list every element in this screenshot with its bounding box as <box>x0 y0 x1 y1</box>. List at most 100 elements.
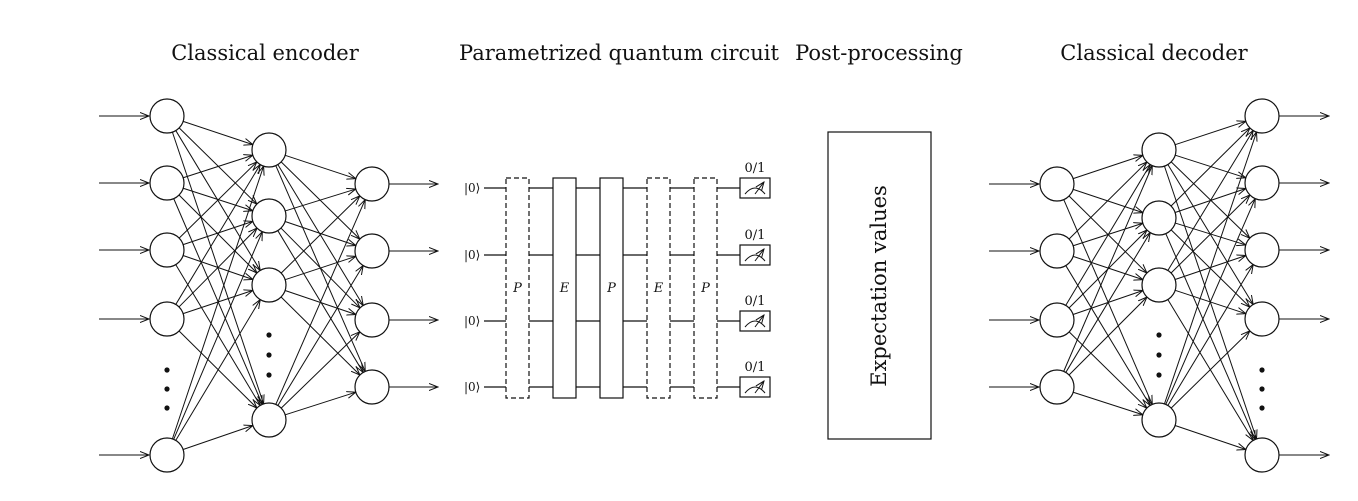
encoder-neuron <box>251 198 287 234</box>
decoder-ellipsis <box>1156 352 1162 358</box>
measurement-outcome-label: 0/1 <box>745 228 766 243</box>
encoder-edge <box>173 232 263 440</box>
decoder-edge <box>1174 121 1246 146</box>
encoder-neuron <box>354 233 390 269</box>
encoder-edge <box>284 154 356 178</box>
decoder-edge <box>1170 128 1250 207</box>
decoder-ellipsis <box>1259 367 1265 373</box>
gate-label: P <box>606 281 616 296</box>
decoder-neuron <box>1141 267 1177 303</box>
circuit-title: Parametrized quantum circuit <box>459 41 779 65</box>
decoder-edge <box>1068 162 1147 240</box>
decoder-edge <box>1065 233 1150 373</box>
decoder-edge <box>1163 132 1256 405</box>
measurement-outcome-label: 0/1 <box>745 161 766 176</box>
meter-icon <box>744 386 766 394</box>
encoder-edge <box>182 221 253 246</box>
decoder-neuron <box>1141 402 1177 438</box>
encoder-edge <box>284 256 356 281</box>
encoder-edge <box>178 228 257 308</box>
encoder-ellipsis <box>164 386 170 392</box>
decoder-ellipsis <box>1156 372 1162 378</box>
encoder-edge <box>182 120 253 144</box>
encoder-neuron <box>354 369 390 405</box>
decoder-neuron <box>1039 302 1075 338</box>
encoder-ellipsis <box>266 332 272 338</box>
gate-e-2 <box>552 177 577 399</box>
encoder-edge <box>175 165 260 305</box>
post-processing-title: Post-processing <box>795 41 963 65</box>
encoder-neuron <box>354 302 390 338</box>
gate-label: P <box>512 281 522 296</box>
decoder-title: Classical decoder <box>1060 41 1248 65</box>
decoder-edge <box>1068 331 1147 408</box>
meter-icon <box>744 320 766 328</box>
decoder-edge <box>1165 233 1255 440</box>
encoder-ellipsis <box>164 405 170 411</box>
encoder-neuron <box>149 301 185 337</box>
encoder-neuron <box>251 132 287 168</box>
decoder-edge <box>1065 165 1151 306</box>
decoder-edge <box>1167 265 1253 406</box>
decoder-neuron <box>1039 369 1075 405</box>
encoder-ellipsis <box>266 352 272 358</box>
gate-label: P <box>700 281 710 296</box>
decoder-neuron <box>1244 232 1280 268</box>
meter-needle-icon <box>754 182 764 195</box>
gate-p-3 <box>599 177 624 399</box>
gate-label: E <box>653 281 664 296</box>
measurement-outcome-label: 0/1 <box>745 294 766 309</box>
decoder-edge <box>1165 199 1255 405</box>
decoder-edge <box>1170 195 1250 274</box>
decoder-neuron <box>1039 233 1075 269</box>
encoder-edge <box>277 266 363 406</box>
measurement-outcome-label: 0/1 <box>745 360 766 375</box>
decoder-neuron <box>1141 200 1177 236</box>
encoder-network <box>99 98 438 473</box>
encoder-edge <box>284 220 356 245</box>
encoder-neuron <box>251 267 287 303</box>
decoder-edge <box>1072 155 1143 180</box>
decoder-neuron <box>1039 166 1075 202</box>
expectation-values-label: Expectation values <box>867 185 891 387</box>
decoder-neuron <box>1244 98 1280 134</box>
decoder-ellipsis <box>1156 332 1162 338</box>
decoder-edge <box>1073 391 1143 415</box>
encoder-ellipsis <box>266 372 272 378</box>
encoder-neuron <box>354 166 390 202</box>
decoder-ellipsis <box>1259 386 1265 392</box>
encoder-edge <box>285 189 356 212</box>
decoder-network <box>989 98 1329 473</box>
qubit-ket-label: |0⟩ <box>464 181 480 195</box>
encoder-edge <box>182 426 253 450</box>
encoder-neuron <box>149 232 185 268</box>
qubit-ket-label: |0⟩ <box>464 380 480 394</box>
decoder-edge <box>1170 331 1250 409</box>
meter-needle-icon <box>754 381 764 394</box>
decoder-edge <box>1063 166 1153 372</box>
meter-icon <box>744 187 766 195</box>
encoder-edge <box>275 200 365 405</box>
encoder-title: Classical encoder <box>171 41 359 65</box>
encoder-neuron <box>149 165 185 201</box>
encoder-edge <box>178 162 257 239</box>
gate-e-4 <box>646 177 671 399</box>
decoder-neuron <box>1244 301 1280 337</box>
decoder-ellipsis <box>1259 405 1265 411</box>
encoder-edge <box>171 166 263 440</box>
gate-label: E <box>559 281 570 296</box>
quantum-circuit: |0⟩ |0⟩ |0⟩ |0⟩ P E P E P 0/1 0/1 0/1 0/1 <box>464 161 771 399</box>
post-processing-box: Expectation values <box>827 131 932 440</box>
encoder-neuron <box>149 98 185 134</box>
encoder-edge <box>285 392 356 416</box>
decoder-neuron <box>1244 437 1280 473</box>
decoder-neuron <box>1141 132 1177 168</box>
qubit-ket-label: |0⟩ <box>464 314 480 328</box>
decoder-edge <box>1068 297 1147 376</box>
decoder-edge <box>1174 424 1246 449</box>
encoder-neuron <box>251 402 287 438</box>
meter-icon <box>744 254 766 262</box>
meter-needle-icon <box>754 315 764 328</box>
encoder-ellipsis <box>164 367 170 373</box>
